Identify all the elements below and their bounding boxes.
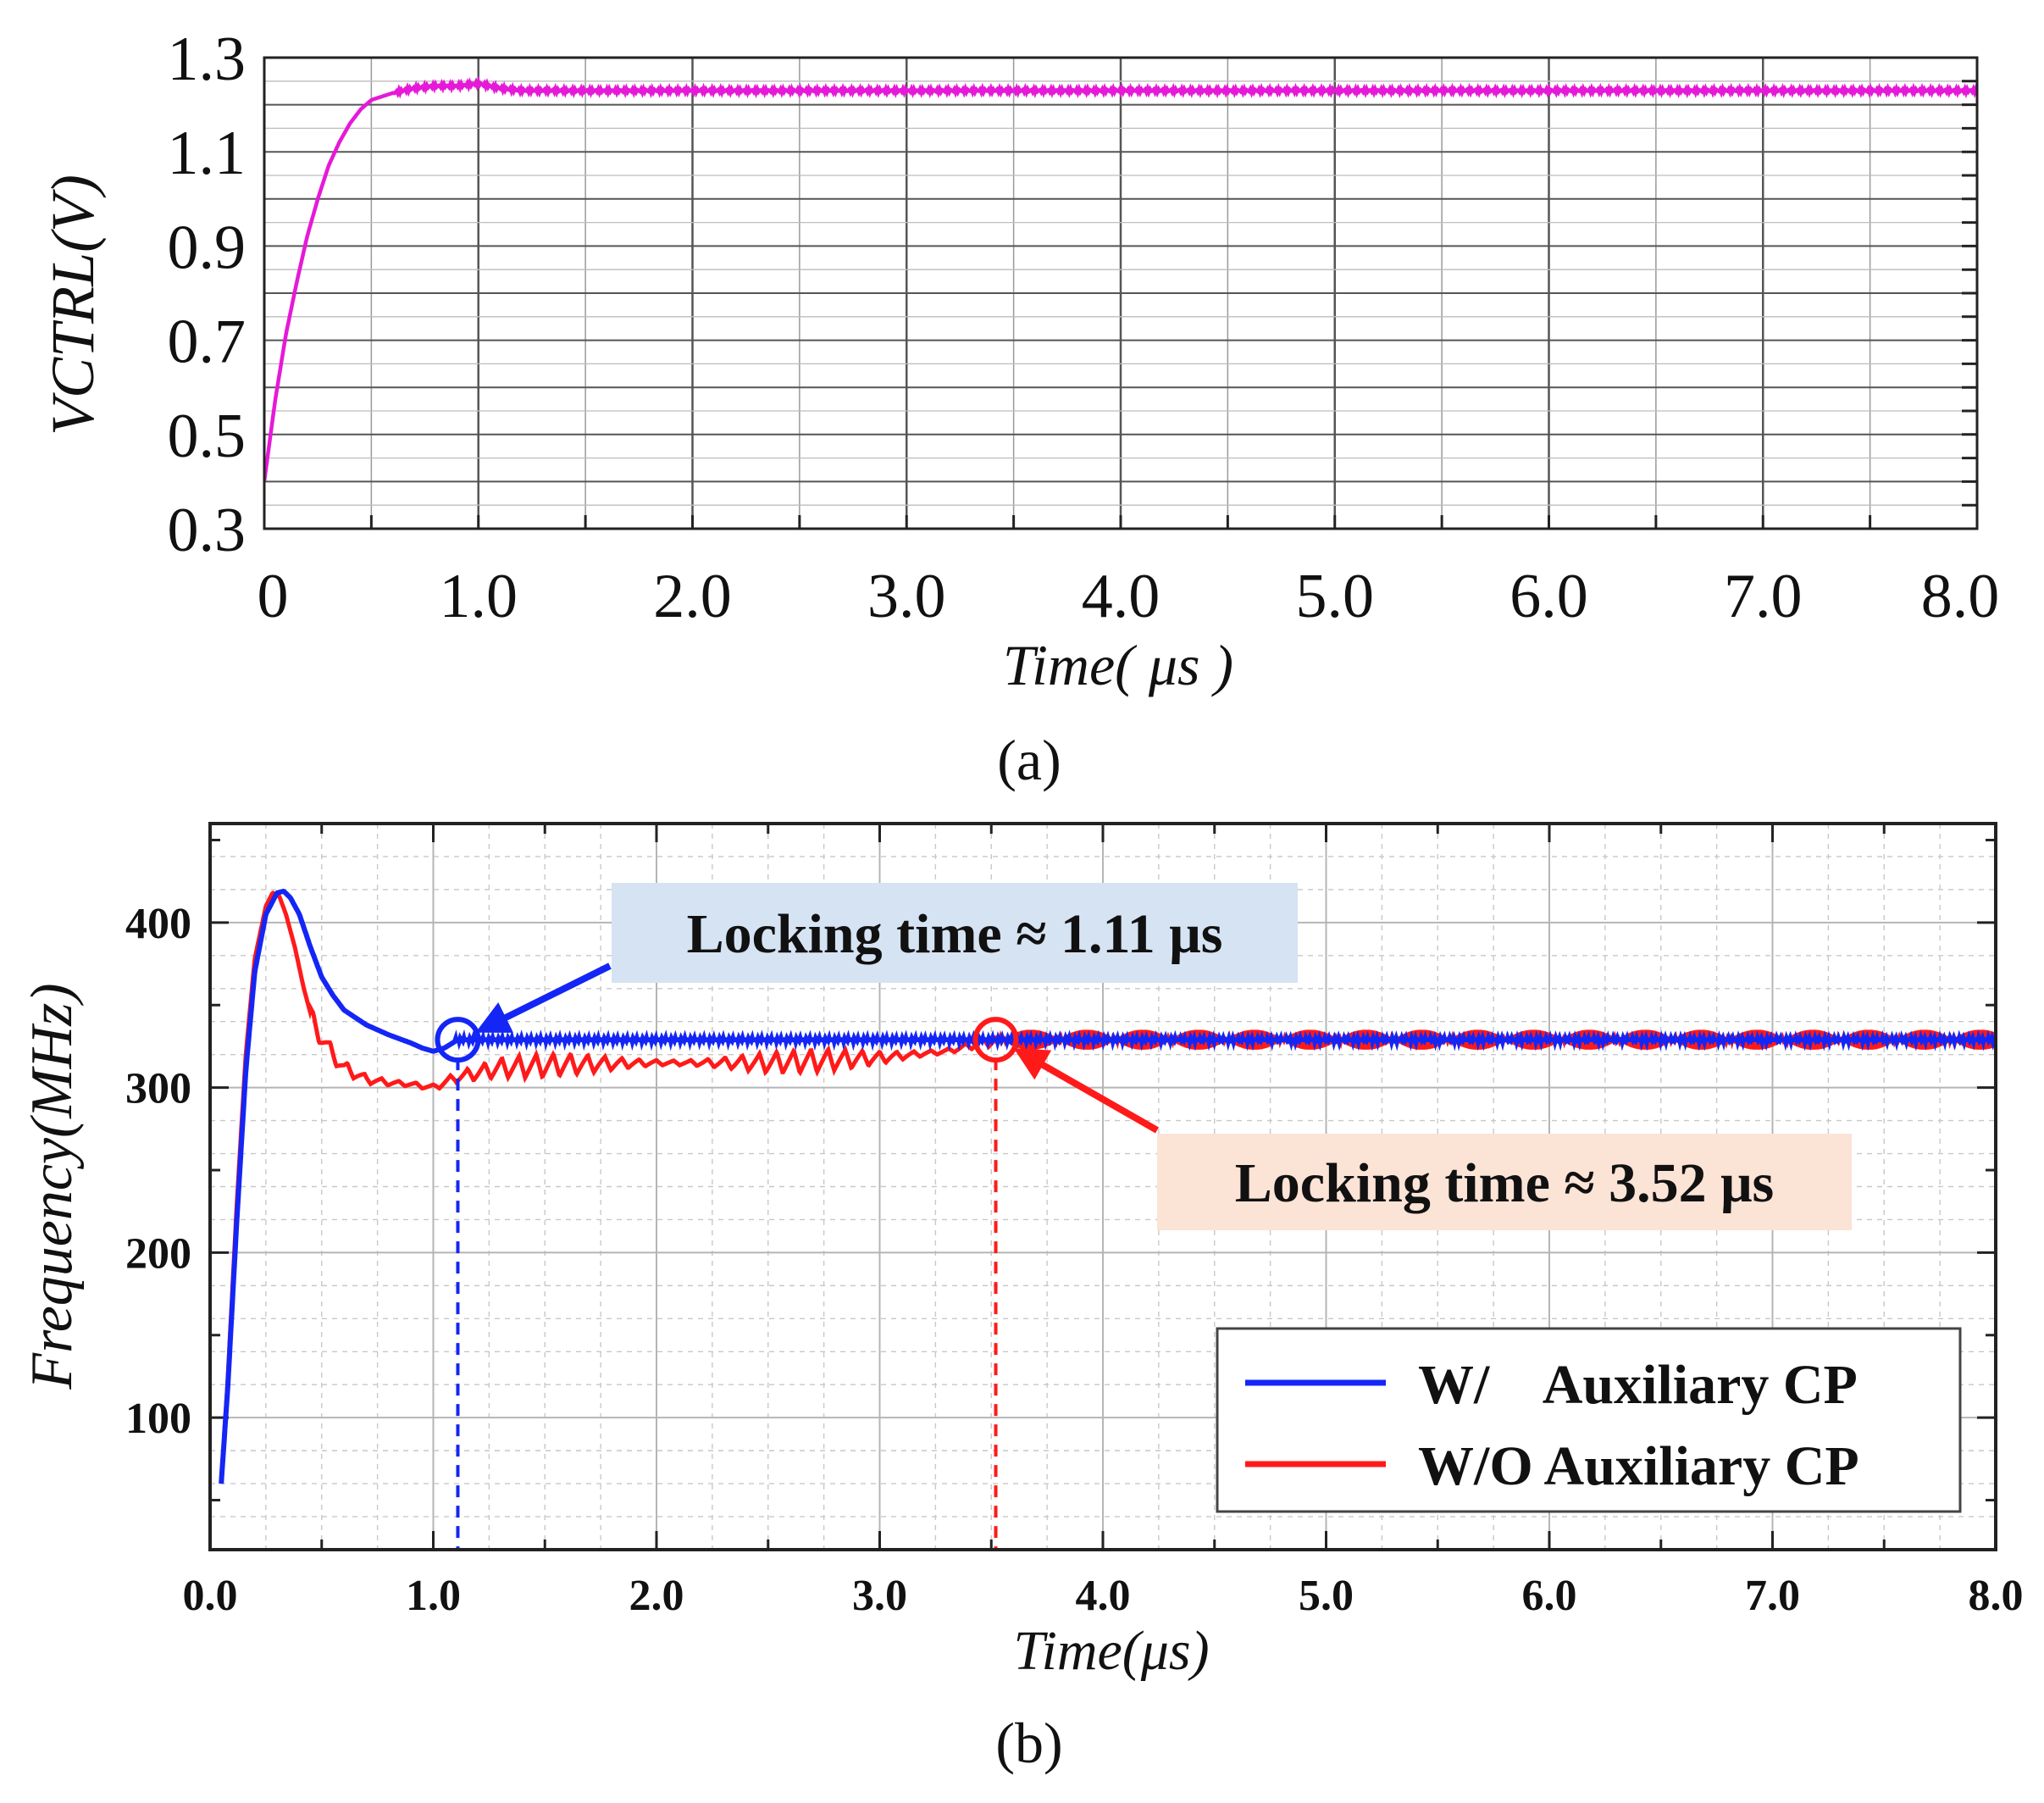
panel-a-chart: 0 1.0 2.0 3.0 4.0 5.0 6.0 7.0 8.0 0.3 0.5 0.7 0.9 1.… xyxy=(39,25,1999,792)
x-tick-label: 0 xyxy=(258,562,289,631)
panel-a-x-axis-label: Time( μs ) xyxy=(1003,633,1233,697)
x-tick-label: 7.0 xyxy=(1745,1572,1800,1620)
x-tick-label: 8.0 xyxy=(1969,1572,2024,1620)
y-tick-label: 400 xyxy=(125,900,191,948)
x-tick-label: 3.0 xyxy=(852,1572,907,1620)
panel-b-locking-guides xyxy=(435,1017,1019,1550)
x-tick-label: 0.0 xyxy=(183,1572,238,1620)
panel-b-y-tick-labels: 100 200 300 400 xyxy=(125,900,191,1443)
annotation-red-text: Locking time ≈ 3.52 μs xyxy=(1235,1152,1774,1214)
x-tick-label: 7.0 xyxy=(1724,562,1803,631)
y-tick-label: 0.5 xyxy=(168,402,246,471)
panel-b-y-axis-label: Frequency(MHz) xyxy=(19,983,85,1390)
panel-a-plot-frame xyxy=(263,56,1979,530)
arrow-blue xyxy=(475,963,612,1033)
annotation-blue-background xyxy=(612,883,1298,983)
locking-marker-blue xyxy=(435,1017,481,1063)
panel-b-plot-frame xyxy=(208,822,1997,1551)
legend-box xyxy=(1216,1327,1962,1513)
panel-b-x-tick-labels: 0.0 1.0 2.0 3.0 4.0 5.0 6.0 7.0 8.0 xyxy=(183,1572,2024,1620)
legend-label-without-aux: W/O Auxiliary CP xyxy=(1418,1435,1859,1497)
panel-a-grid xyxy=(263,56,1979,530)
panel-a-x-tick-labels: 0 1.0 2.0 3.0 4.0 5.0 6.0 7.0 8.0 xyxy=(258,562,2000,631)
y-tick-label: 0.9 xyxy=(168,213,246,282)
x-tick-label: 1.0 xyxy=(406,1572,461,1620)
x-tick-label: 2.0 xyxy=(653,562,732,631)
panel-a-y-tick-labels: 0.3 0.5 0.7 0.9 1.1 1.3 xyxy=(168,25,246,565)
x-tick-label: 8.0 xyxy=(1921,562,2000,631)
y-tick-label: 200 xyxy=(125,1229,191,1278)
annotation-locking-red: Locking time ≈ 3.52 μs xyxy=(1157,1134,1852,1230)
x-tick-label: 4.0 xyxy=(1082,562,1160,631)
locking-marker-red xyxy=(972,1017,1019,1063)
panel-a-series xyxy=(264,75,1977,482)
x-tick-label: 3.0 xyxy=(867,562,946,631)
annotation-blue-text: Locking time ≈ 1.11 μs xyxy=(687,903,1223,965)
panel-b-x-axis-label: Time(μs) xyxy=(1013,1620,1209,1682)
legend-label-with-aux: W/ Auxiliary CP xyxy=(1418,1354,1858,1416)
y-tick-label: 300 xyxy=(125,1065,191,1113)
arrow-red xyxy=(1013,1048,1159,1134)
y-tick-label: 100 xyxy=(125,1395,191,1443)
x-tick-label: 6.0 xyxy=(1509,562,1588,631)
y-tick-label: 1.3 xyxy=(168,25,246,94)
legend: W/ Auxiliary CP W/O Auxiliary CP xyxy=(1216,1327,1962,1513)
series-line-vctrl xyxy=(264,75,1977,482)
x-tick-label: 4.0 xyxy=(1076,1572,1131,1620)
annotation-red-background xyxy=(1157,1134,1852,1230)
x-tick-label: 5.0 xyxy=(1296,562,1375,631)
annotation-arrows xyxy=(475,963,1159,1134)
y-tick-label: 1.1 xyxy=(168,119,246,188)
panel-a-y-axis-label: VCTRL(V) xyxy=(39,175,107,435)
panel-a-caption: (a) xyxy=(997,728,1061,792)
series-line-with-aux xyxy=(219,888,1996,1484)
x-tick-label: 2.0 xyxy=(629,1572,684,1620)
y-tick-label: 0.3 xyxy=(168,496,246,565)
x-tick-label: 6.0 xyxy=(1522,1572,1577,1620)
panel-b-chart: 0.0 1.0 2.0 3.0 4.0 5.0 6.0 7.0 8.0 100 200 300 400… xyxy=(19,822,2024,1775)
y-tick-label: 0.7 xyxy=(168,308,246,377)
x-tick-label: 5.0 xyxy=(1299,1572,1354,1620)
panel-b-series xyxy=(219,888,1996,1484)
x-tick-label: 1.0 xyxy=(440,562,518,631)
annotation-locking-blue: Locking time ≈ 1.11 μs xyxy=(612,883,1298,983)
panel-b-caption: (b) xyxy=(995,1711,1062,1775)
